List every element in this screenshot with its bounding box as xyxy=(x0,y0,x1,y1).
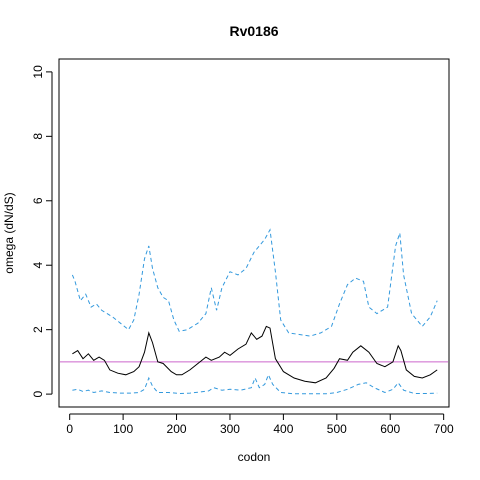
x-tick-label: 200 xyxy=(167,422,187,436)
y-tick-label: 2 xyxy=(31,326,45,333)
y-tick-label: 0 xyxy=(31,390,45,397)
x-tick-label: 600 xyxy=(380,422,400,436)
y-axis-label: omega (dN/dS) xyxy=(2,192,16,273)
y-tick-label: 8 xyxy=(31,133,45,140)
x-tick-label: 500 xyxy=(327,422,347,436)
plot-frame xyxy=(58,58,450,408)
series-line-0 xyxy=(72,325,438,384)
x-tick-label: 400 xyxy=(273,422,293,436)
series-line-1 xyxy=(71,228,438,337)
x-axis: 0 100 200 300 400 500 600 700 xyxy=(66,413,454,436)
x-tick-label: 100 xyxy=(113,422,133,436)
x-axis-label: codon xyxy=(238,450,271,464)
chart-title: Rv0186 xyxy=(229,23,278,39)
y-tick-label: 4 xyxy=(31,262,45,269)
y-axis: 0 2 4 6 8 10 xyxy=(31,65,53,397)
x-tick-label: 0 xyxy=(66,422,73,436)
series-group xyxy=(71,228,438,395)
x-tick-label: 700 xyxy=(434,422,454,436)
series-line-2 xyxy=(72,373,438,395)
y-tick-label: 10 xyxy=(31,65,45,79)
x-tick-label: 300 xyxy=(220,422,240,436)
y-tick-label: 6 xyxy=(31,197,45,204)
